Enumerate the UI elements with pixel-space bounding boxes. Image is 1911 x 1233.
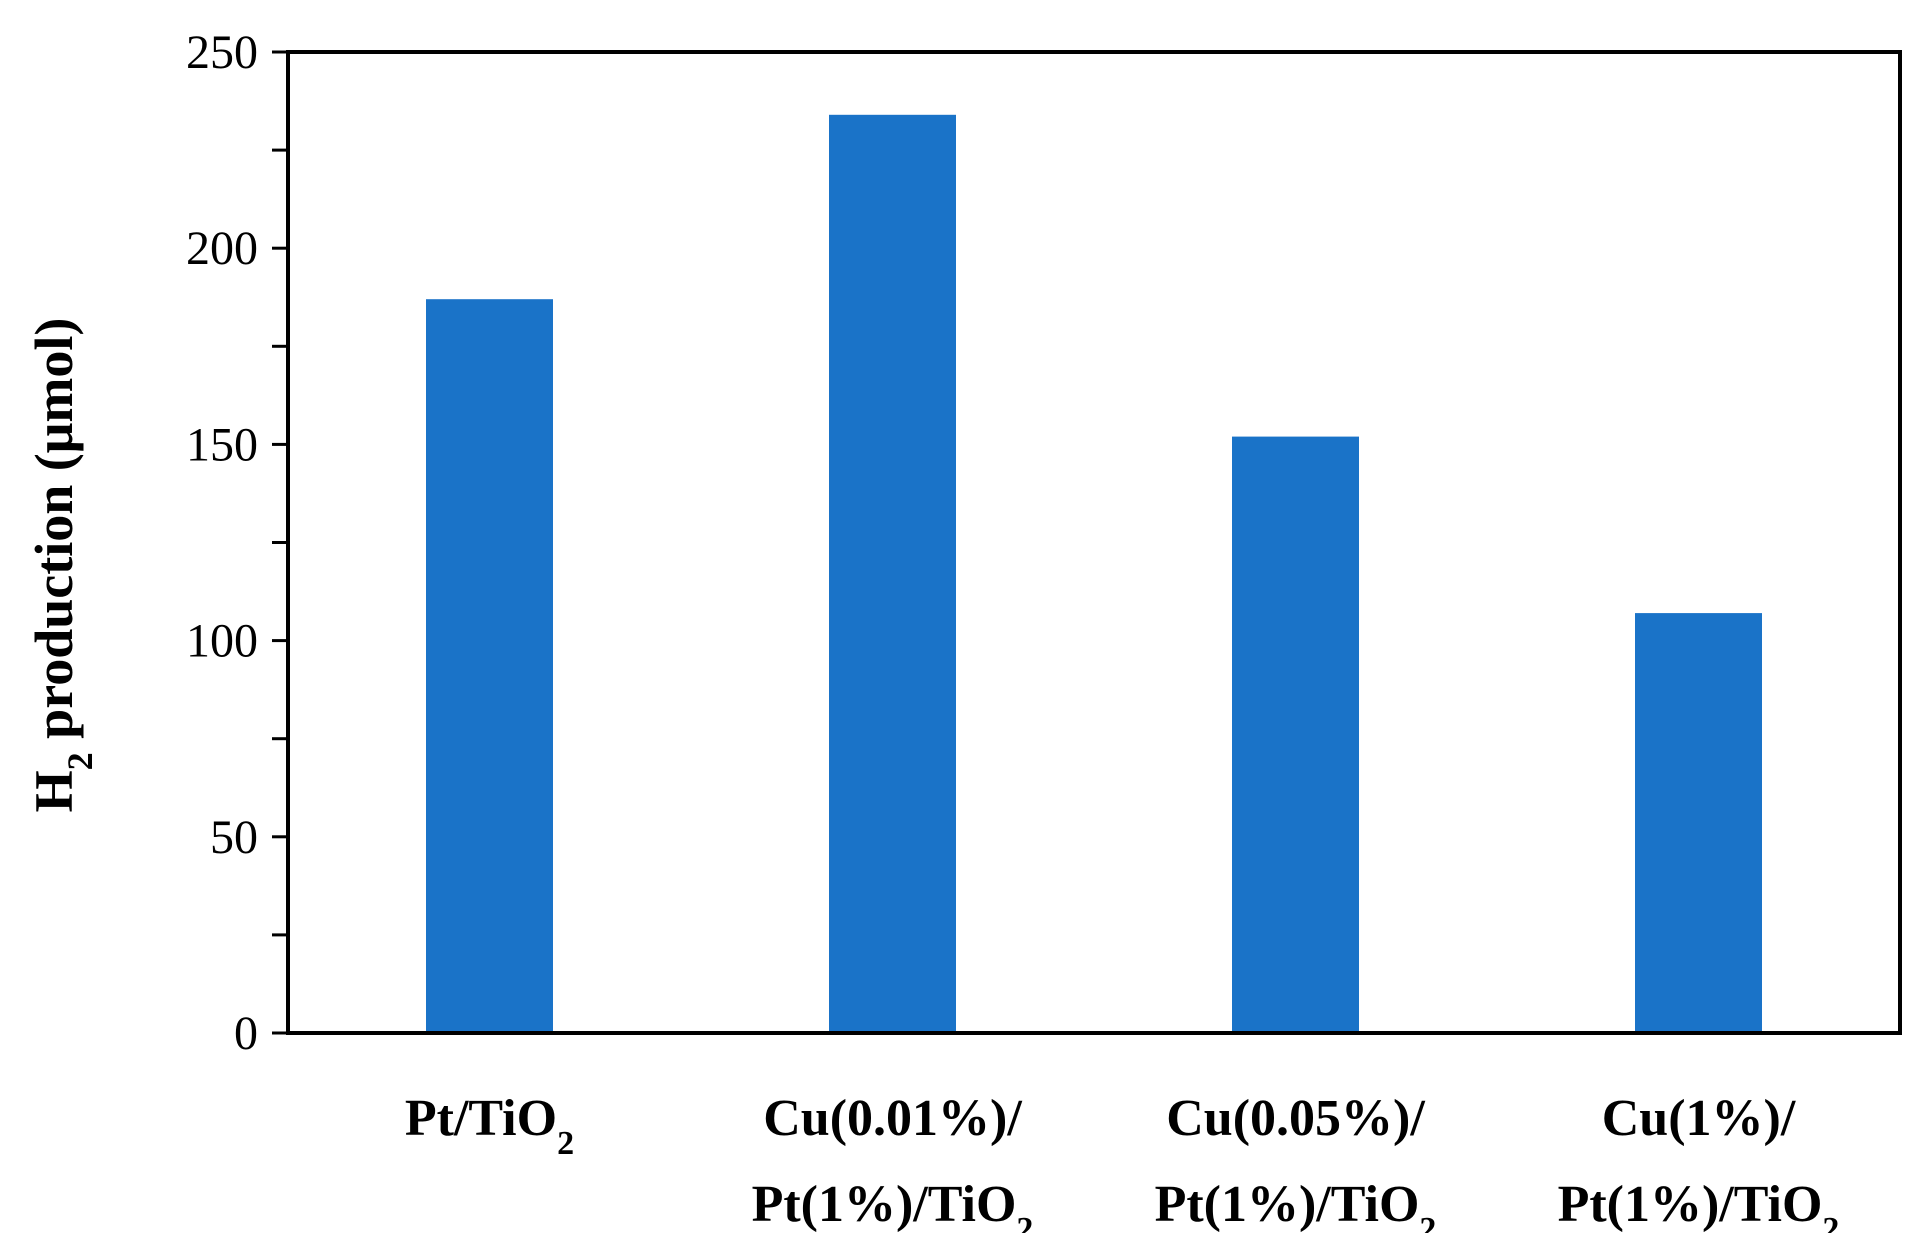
y-tick-label: 0 (234, 1007, 258, 1060)
y-tick-label: 150 (186, 418, 258, 471)
x-tick-label: Pt(1%)/TiO2 (752, 1176, 1034, 1233)
x-labels-group: Pt/TiO2 Cu(0.01%)/ Pt(1%)/TiO2 Cu(0.05%)/ Pt… (405, 1090, 1839, 1233)
x-tick-label: Cu(1%)/ (1602, 1090, 1796, 1147)
y-tick-label: 100 (186, 615, 258, 668)
x-tick-label: Cu(0.01%)/ (763, 1090, 1022, 1147)
x-category-label-3: Cu(0.05%)/ Pt(1%)/TiO2 (1155, 1090, 1437, 1233)
x-tick-label: Pt/TiO2 (405, 1090, 574, 1162)
bar-1 (426, 299, 553, 1033)
x-category-label-4: Cu(1%)/ Pt(1%)/TiO2 (1558, 1090, 1840, 1233)
y-ticks-group: 0 50 100 150 200 250 (186, 26, 288, 1060)
x-tick-label: Cu(0.05%)/ (1166, 1090, 1425, 1147)
y-axis-title: H2 production (μmol) (24, 318, 100, 813)
x-tick-label: Pt(1%)/TiO2 (1155, 1176, 1437, 1233)
x-tick-label: Pt(1%)/TiO2 (1558, 1176, 1840, 1233)
x-category-label-1: Pt/TiO2 (405, 1090, 574, 1162)
y-tick-label: 250 (186, 26, 258, 79)
x-category-label-2: Cu(0.01%)/ Pt(1%)/TiO2 (752, 1090, 1034, 1233)
bar-2 (829, 114, 956, 1034)
y-tick-label: 50 (210, 811, 258, 864)
bars-group (426, 114, 1762, 1034)
bar-4 (1635, 613, 1762, 1033)
y-tick-label: 200 (186, 222, 258, 275)
bar-3 (1232, 436, 1359, 1034)
